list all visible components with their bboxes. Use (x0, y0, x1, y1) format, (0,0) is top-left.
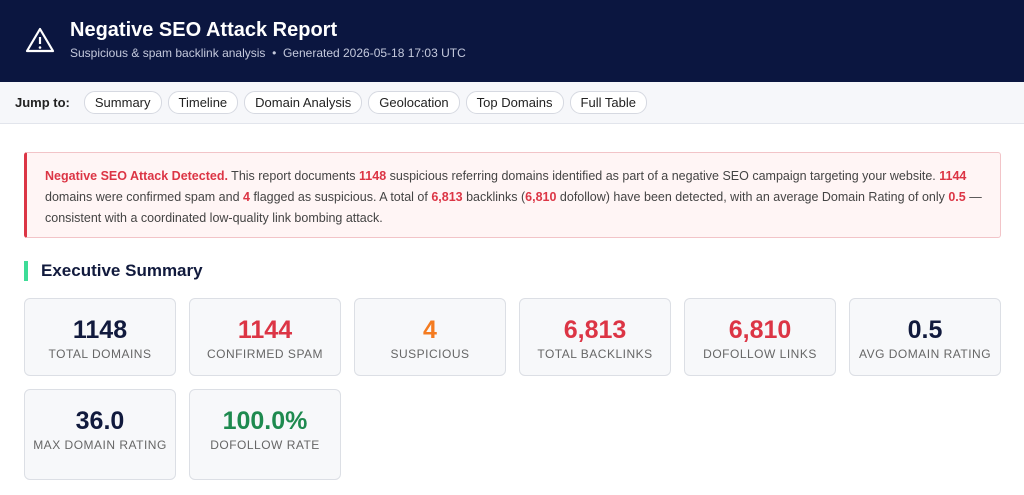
separator: • (272, 46, 277, 60)
stat-card: 0.5 AVG DOMAIN RATING (849, 298, 1001, 376)
alert-highlight: 6,813 (431, 190, 463, 204)
nav-link[interactable]: Timeline (167, 91, 239, 114)
stat-card: 1144 CONFIRMED SPAM (189, 298, 341, 376)
subtitle-text: Suspicious & spam backlink analysis (70, 46, 266, 60)
header: Negative SEO Attack Report Suspicious & … (0, 0, 1024, 82)
stat-label: MAX DOMAIN RATING (33, 438, 167, 452)
stat-card: 6,810 DOFOLLOW LINKS (684, 298, 836, 376)
title: Negative SEO Attack Report (70, 19, 338, 41)
alert-highlight: Negative SEO Attack Detected. (45, 169, 228, 183)
stat-value: 6,810 (728, 316, 792, 344)
stat-label: AVG DOMAIN RATING (858, 347, 992, 361)
alert-text: domains were confirmed spam and (45, 190, 244, 204)
stat-value: 36.0 (75, 407, 125, 435)
warning-icon (25, 27, 55, 53)
nav-link[interactable]: Full Table (569, 91, 647, 114)
nav-bar: Jump to: Summary Timeline Domain Analysis G… (0, 82, 1024, 124)
nav-label: Jump to: (15, 95, 70, 110)
nav-link[interactable]: Domain Analysis (244, 91, 363, 114)
alert-text: This report documents (227, 169, 360, 183)
alert: Negative SEO Attack Detected. This repor… (24, 152, 1001, 238)
section-title: Executive Summary (24, 261, 203, 281)
stat-card: 36.0 MAX DOMAIN RATING (24, 389, 176, 480)
stat-value: 1148 (72, 316, 128, 344)
stat-label: CONFIRMED SPAM (206, 347, 324, 361)
stat-card: 1148 TOTAL DOMAINS (24, 298, 176, 376)
alert-text: backlinks ( (462, 190, 526, 204)
stat-label: DOFOLLOW LINKS (703, 347, 817, 361)
alert-highlight: 1148 (359, 169, 387, 183)
alert-highlight: 1144 (939, 169, 967, 183)
alert-text: — consistent with a coordinated low-qual… (45, 190, 982, 225)
stat-value: 6,813 (563, 316, 627, 344)
stat-cards: 1148 TOTAL DOMAINS 1144 CONFIRMED SPAM 4 SUSP… (24, 298, 1002, 480)
stat-value: 1144 (237, 316, 293, 344)
alert-highlight: 6,810 (525, 190, 557, 204)
alert-highlight: 4 (243, 190, 250, 204)
stat-value: 4 (423, 316, 437, 344)
subtitle: Suspicious & spam backlink analysis • Ge… (70, 46, 466, 60)
nav-link[interactable]: Summary (83, 91, 162, 114)
stat-value: 0.5 (907, 316, 943, 344)
stat-label: TOTAL BACKLINKS (537, 347, 653, 361)
generated: Generated 2026-05-18 17:03 UTC (282, 46, 466, 60)
stat-card: 100.0% DOFOLLOW RATE (189, 389, 341, 480)
stat-label: DOFOLLOW RATE (210, 438, 320, 452)
stat-label: SUSPICIOUS (390, 347, 470, 361)
nav-link[interactable]: Top Domains (465, 91, 564, 114)
alert-text: suspicious referring domains identified … (386, 169, 940, 183)
stat-card: 6,813 TOTAL BACKLINKS (519, 298, 671, 376)
alert-text: dofollow) have been detected, with an av… (556, 190, 949, 204)
alert-highlight: 0.5 (948, 190, 966, 204)
stat-value: 100.0% (222, 407, 308, 435)
alert-text: flagged as suspicious. A total of (249, 190, 432, 204)
stat-label: TOTAL DOMAINS (48, 347, 152, 361)
stat-card: 4 SUSPICIOUS (354, 298, 506, 376)
nav-link[interactable]: Geolocation (368, 91, 460, 114)
